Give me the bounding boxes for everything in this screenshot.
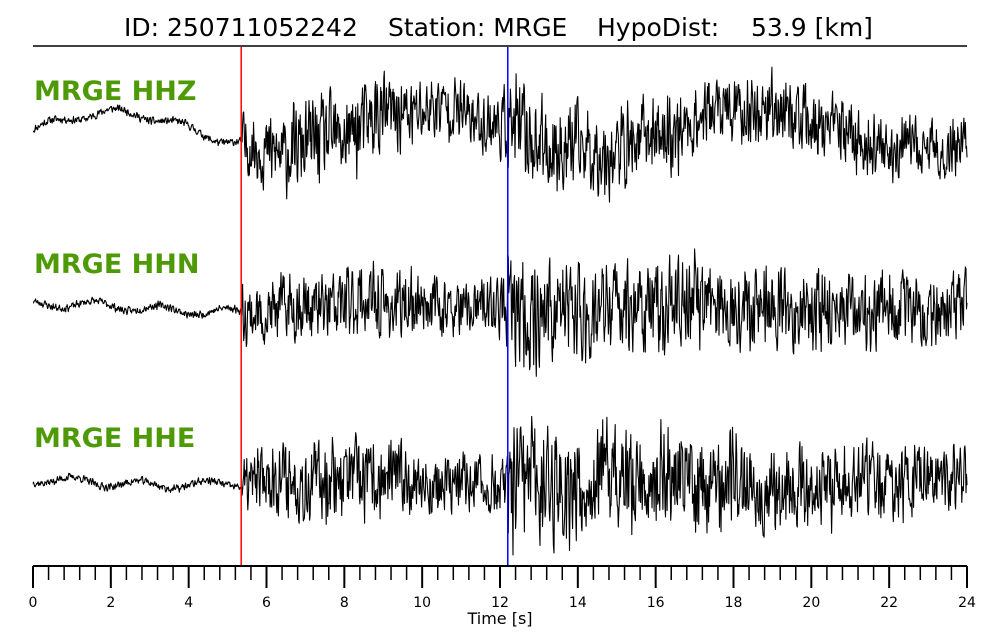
- traces: [32, 66, 968, 556]
- station-name: Station: MRGE: [388, 13, 567, 42]
- trace-label: MRGE HHZ: [34, 76, 196, 107]
- x-axis-label: Time [s]: [466, 609, 532, 628]
- tick-label: 4: [184, 595, 193, 611]
- tick-label: 12: [491, 595, 509, 611]
- tick-label: 14: [569, 595, 587, 611]
- tick-label: 8: [340, 595, 349, 611]
- tick-label: 20: [802, 595, 820, 611]
- trace-mrge-hhn: [32, 248, 968, 377]
- hypo-distance: HypoDist: 53.9 [km]: [597, 13, 873, 42]
- event-id: ID: 250711052242: [124, 13, 358, 42]
- tick-label: 22: [880, 595, 898, 611]
- tick-label: 24: [958, 595, 976, 611]
- trace-mrge-hhz: [32, 66, 968, 203]
- tick-label: 6: [262, 595, 271, 611]
- trace-label: MRGE HHN: [34, 249, 199, 280]
- time-axis: 0 2 4 6 8 10 12 14 16 18 20 22 24 Time [s]: [29, 565, 976, 628]
- trace-label: MRGE HHE: [34, 423, 195, 454]
- tick-label: 16: [647, 595, 665, 611]
- tick-label: 0: [29, 595, 38, 611]
- trace-mrge-hhe: [32, 415, 968, 556]
- tick-label: 2: [106, 595, 115, 611]
- tick-label: 18: [725, 595, 743, 611]
- phase-picks: [240, 47, 509, 566]
- tick-label: 10: [413, 595, 431, 611]
- trace-labels: MRGE HHZ MRGE HHN MRGE HHE: [34, 76, 199, 454]
